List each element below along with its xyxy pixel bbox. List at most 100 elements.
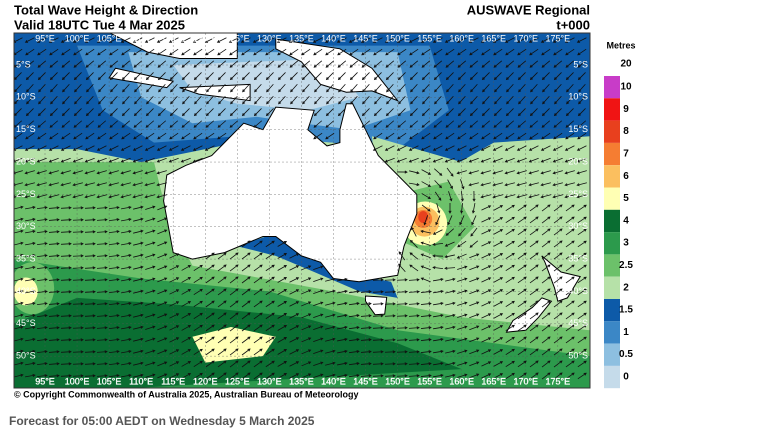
wave-arrow <box>108 254 120 258</box>
wave-arrow <box>169 337 180 343</box>
lon-label: 145°E <box>353 376 378 386</box>
lat-label: 45°S <box>16 318 36 328</box>
wave-arrow <box>565 108 574 117</box>
wave-arrow <box>205 348 215 356</box>
wave-arrow <box>14 253 24 258</box>
wave-arrow <box>194 96 202 105</box>
wave-arrow <box>121 361 132 366</box>
wave-arrow <box>505 336 515 343</box>
wave-arrow <box>253 324 263 332</box>
wave-arrow <box>517 240 527 248</box>
wave-arrow <box>181 48 191 56</box>
wave-arrow <box>396 170 408 174</box>
wave-arrow <box>362 84 370 93</box>
wave-arrow <box>325 337 336 342</box>
wave-arrow <box>25 48 35 56</box>
wave-arrow <box>50 84 58 93</box>
wave-arrow <box>372 290 384 294</box>
wave-arrow <box>157 253 168 259</box>
wave-arrow <box>433 120 443 128</box>
wave-arrow <box>48 218 60 222</box>
wave-arrow <box>565 264 575 272</box>
map: 95°E 95°E 100°E 100°E 105°E 105°E 110°E 110°E 11… <box>13 32 591 389</box>
wave-arrow <box>516 194 527 199</box>
wave-arrow <box>445 361 456 366</box>
wave-arrow <box>542 84 550 93</box>
wave-arrow <box>217 132 227 140</box>
wave-arrow <box>337 277 348 282</box>
wave-arrow <box>445 337 456 342</box>
wave-arrow <box>470 84 478 93</box>
wave-arrow <box>457 60 467 68</box>
wave-arrow <box>181 325 192 331</box>
wave-arrow <box>242 96 250 105</box>
wave-arrow <box>577 60 587 68</box>
wave-arrow <box>97 120 107 128</box>
wave-arrow <box>384 362 396 366</box>
wave-arrow <box>60 206 72 210</box>
wave-arrow <box>386 96 394 105</box>
lat-label: 20°S <box>568 156 588 166</box>
wave-arrow <box>506 96 514 105</box>
wave-arrow <box>60 338 72 342</box>
wave-arrow <box>241 264 251 272</box>
wave-arrow <box>360 302 372 306</box>
wave-arrow <box>60 350 72 354</box>
wave-arrow <box>110 84 118 93</box>
wave-arrow <box>433 301 444 306</box>
wave-arrow <box>448 202 452 214</box>
wave-arrow <box>553 132 563 140</box>
wave-arrow <box>84 350 96 354</box>
wave-arrow <box>385 132 395 140</box>
wave-arrow <box>385 72 394 81</box>
wave-arrow <box>337 337 348 342</box>
lon-label: 125°E <box>225 376 250 386</box>
wave-arrow <box>109 132 119 140</box>
wave-arrow <box>301 60 311 68</box>
wave-arrow <box>241 48 251 56</box>
wave-arrow <box>145 72 154 81</box>
wave-arrow <box>337 325 348 330</box>
wave-arrow <box>108 314 120 318</box>
wave-arrow <box>36 278 48 282</box>
wave-arrow <box>516 170 527 175</box>
wave-arrow <box>25 72 34 81</box>
wave-arrow <box>457 301 468 306</box>
wave-arrow <box>241 300 251 308</box>
wave-arrow <box>444 145 455 151</box>
wave-arrow <box>84 182 95 187</box>
wave-arrow <box>84 170 95 175</box>
wave-arrow <box>193 120 203 128</box>
wave-arrow <box>517 72 526 81</box>
wave-arrow <box>217 252 227 260</box>
wave-arrow <box>36 157 47 163</box>
wave-arrow <box>433 277 444 282</box>
wave-arrow <box>73 120 83 128</box>
wave-arrow <box>205 72 214 81</box>
wave-arrow <box>169 120 179 128</box>
wave-arrow <box>84 242 96 246</box>
wave-arrow <box>460 179 465 190</box>
wave-arrow <box>337 301 348 306</box>
wave-arrow <box>564 145 575 151</box>
legend-label: 1.5 <box>619 305 633 316</box>
wave-arrow <box>397 108 406 117</box>
wave-arrow <box>133 217 144 222</box>
wave-arrow <box>564 157 575 163</box>
wave-arrow <box>338 84 346 93</box>
wave-arrow <box>553 228 563 236</box>
wave-arrow <box>144 37 155 43</box>
lon-label: 120°E <box>193 376 218 386</box>
wave-arrow <box>469 277 480 283</box>
wave-arrow <box>229 300 239 308</box>
legend-label: 3 <box>623 238 629 249</box>
lat-label: 5°S <box>16 59 31 69</box>
wave-arrow <box>432 145 443 151</box>
wave-arrow <box>384 157 395 163</box>
wave-arrow <box>456 170 467 175</box>
wave-arrow <box>97 48 107 56</box>
wave-arrow <box>157 289 168 295</box>
wave-arrow <box>385 108 394 117</box>
wave-arrow <box>445 48 455 56</box>
wave-arrow <box>505 360 515 367</box>
